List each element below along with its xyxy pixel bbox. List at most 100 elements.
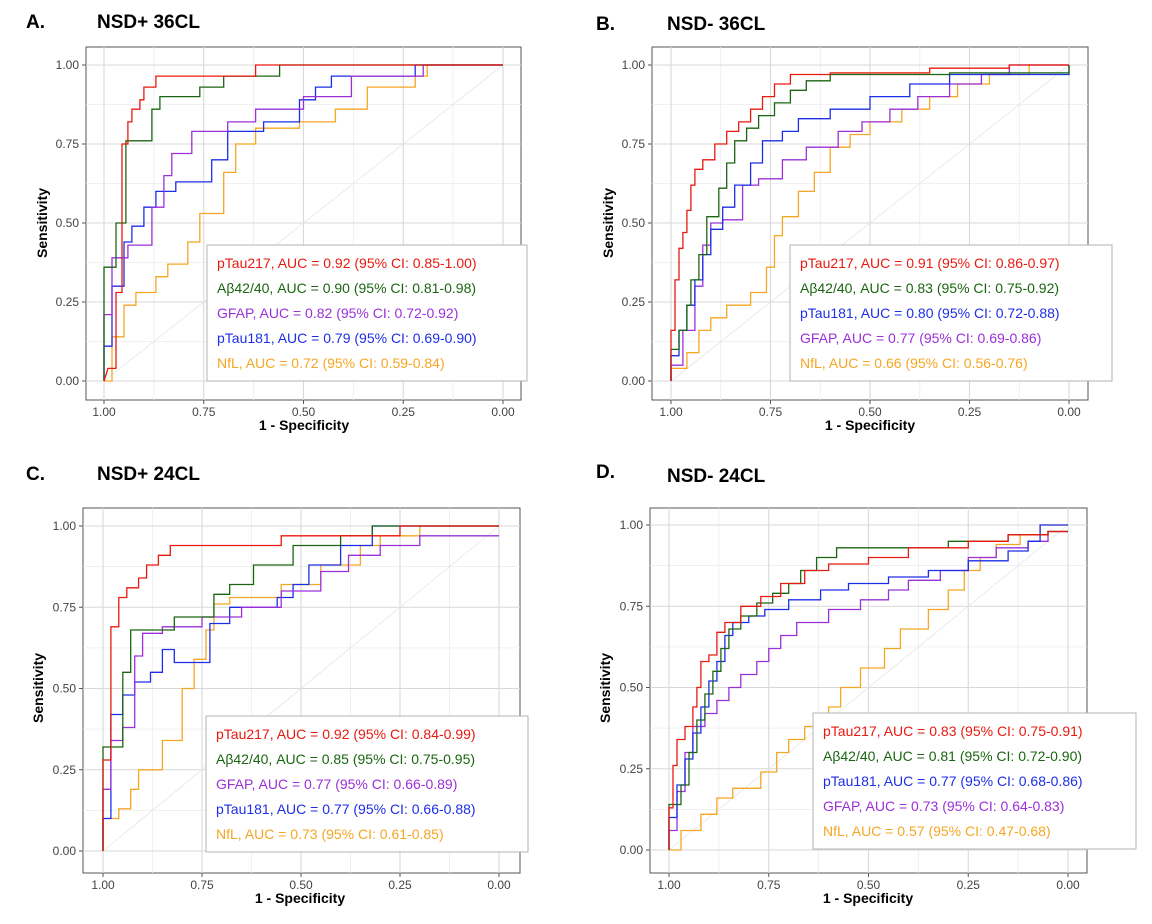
legend-entry: Aβ42/40, AUC = 0.85 (95% CI: 0.75-0.95) [216,751,475,767]
roc-curve-nfl [104,64,503,382]
y-tick-label: 0.00 [622,374,646,388]
roc-curve-gfap [670,64,1069,381]
y-axis-label: Sensitivity [30,653,46,723]
panel-title: NSD+ 36CL [97,12,200,33]
panel-label: B. [596,14,615,35]
x-axis-label: 1 - Specificity [825,417,915,433]
panel-c: C. NSD+ 24CL 1.00 0.75 0.50 0.25 0.00 0.00 0.2… [26,464,529,906]
x-tick-label: 0.75 [757,878,781,892]
roc-curve-ptau181 [668,524,1068,850]
x-tick-label: 0.25 [958,405,982,419]
x-tick-label: 0.00 [1056,878,1080,892]
y-tick-label: 0.25 [622,295,646,309]
y-tick-label: 0.50 [620,681,644,695]
y-tick-label: 1.00 [622,58,646,72]
legend-entry: NfL, AUC = 0.57 (95% CI: 0.47-0.68) [823,823,1051,839]
x-tick-label: 0.25 [957,878,981,892]
legend-box [205,715,529,853]
legend-entry: pTau181, AUC = 0.79 (95% CI: 0.69-0.90) [217,330,477,346]
y-tick-label: 0.00 [620,843,644,857]
x-tick-label: 0.00 [491,405,515,419]
y-tick-label: 0.25 [620,762,644,776]
legend-entry: NfL, AUC = 0.73 (95% CI: 0.61-0.85) [216,826,444,842]
legend-entry: pTau181, AUC = 0.80 (95% CI: 0.72-0.88) [800,305,1060,321]
roc-curve-a4240 [670,65,1070,381]
x-tick-label: 1.00 [91,878,115,892]
legend-entry: pTau181, AUC = 0.77 (95% CI: 0.68-0.86) [823,773,1083,789]
y-tick-label: 0.00 [56,374,80,388]
x-tick-label: 0.50 [292,405,316,419]
legend-entry: Aβ42/40, AUC = 0.81 (95% CI: 0.72-0.90) [823,748,1082,764]
legend-box [206,244,528,382]
roc-curve-gfap [103,64,503,381]
panel-label: C. [26,464,45,485]
panel-b: B. NSD- 36CL 1.00 0.75 0.50 0.25 0.00 0.00 0.2… [596,14,1113,433]
legend-box [812,712,1137,850]
legend: pTau217, AUC = 0.83 (95% CI: 0.75-0.91) A… [812,712,1137,850]
panel-title: NSD- 24CL [667,466,766,487]
panel-label: A. [26,12,45,33]
reference-diagonal [670,64,1070,382]
x-axis-label: 1 - Specificity [259,417,349,433]
y-tick-label: 0.50 [622,216,646,230]
legend: pTau217, AUC = 0.91 (95% CI: 0.86-0.97) A… [789,244,1113,382]
y-tick-label: 0.75 [56,137,80,151]
x-tick-label: 0.00 [487,878,511,892]
x-tick-label: 1.00 [659,405,683,419]
x-axis-label: 1 - Specificity [255,890,345,906]
x-tick-label: 0.50 [857,878,881,892]
y-tick-label: 0.50 [56,216,80,230]
legend-entry: GFAP, AUC = 0.82 (95% CI: 0.72-0.92) [217,305,458,321]
y-tick-label: 0.00 [53,844,77,858]
legend-entry: Aβ42/40, AUC = 0.83 (95% CI: 0.75-0.92) [800,280,1059,296]
legend-entry: pTau217, AUC = 0.92 (95% CI: 0.84-0.99) [216,726,476,742]
x-tick-label: 0.75 [192,405,216,419]
legend-entry: GFAP, AUC = 0.77 (95% CI: 0.66-0.89) [216,776,457,792]
roc-curve-ptau181 [103,64,503,381]
y-tick-label: 1.00 [56,58,80,72]
panel-title: NSD- 36CL [667,14,766,35]
legend-entry: pTau217, AUC = 0.92 (95% CI: 0.85-1.00) [217,255,477,271]
legend-entry: pTau181, AUC = 0.77 (95% CI: 0.66-0.88) [216,801,476,817]
y-tick-label: 0.75 [53,600,77,614]
y-tick-label: 0.50 [53,682,77,696]
y-tick-label: 1.00 [620,518,644,532]
reference-diagonal [103,64,504,382]
legend-entry: GFAP, AUC = 0.73 (95% CI: 0.64-0.83) [823,798,1064,814]
x-tick-label: 0.25 [392,405,416,419]
x-tick-label: 0.50 [858,405,882,419]
roc-curve-ptau217 [668,530,1068,850]
x-tick-label: 0.75 [759,405,783,419]
roc-curve-ptau217 [102,525,499,851]
x-tick-label: 1.00 [92,405,116,419]
panel-title: NSD+ 24CL [97,464,200,485]
reference-diagonal [102,525,500,852]
roc-curve-a4240 [102,525,499,851]
x-axis-label: 1 - Specificity [823,890,913,906]
legend: pTau217, AUC = 0.92 (95% CI: 0.85-1.00) A… [206,244,528,382]
y-tick-label: 0.75 [620,599,644,613]
legend-entry: GFAP, AUC = 0.77 (95% CI: 0.69-0.86) [800,330,1041,346]
x-tick-label: 1.00 [657,878,681,892]
x-tick-label: 0.00 [1057,405,1081,419]
roc-curve-ptau217 [103,64,503,382]
x-tick-label: 0.50 [289,878,313,892]
y-axis-label: Sensitivity [600,188,616,258]
legend: pTau217, AUC = 0.92 (95% CI: 0.84-0.99) A… [205,715,529,853]
legend-entry: pTau217, AUC = 0.91 (95% CI: 0.86-0.97) [800,255,1060,271]
y-tick-label: 0.75 [622,137,646,151]
panel-a: A. NSD+ 36CL 1.00 0.75 0.50 0.25 0.00 0.00 0.2… [26,12,528,433]
y-axis-label: Sensitivity [34,188,50,258]
y-axis-label: Sensitivity [597,653,613,723]
legend-entry: NfL, AUC = 0.72 (95% CI: 0.59-0.84) [217,355,445,371]
y-tick-label: 0.25 [56,295,80,309]
legend-box [789,244,1113,382]
reference-diagonal [668,524,1069,851]
y-tick-label: 0.25 [53,763,77,777]
panel-d: D. NSD- 24CL 1.00 0.75 0.50 0.25 0.00 0.00 0.2… [596,462,1137,906]
roc-curve-ptau217 [670,64,1069,381]
legend-entry: pTau217, AUC = 0.83 (95% CI: 0.75-0.91) [823,723,1083,739]
panel-label: D. [596,462,615,483]
legend-entry: Aβ42/40, AUC = 0.90 (95% CI: 0.81-0.98) [217,280,476,296]
